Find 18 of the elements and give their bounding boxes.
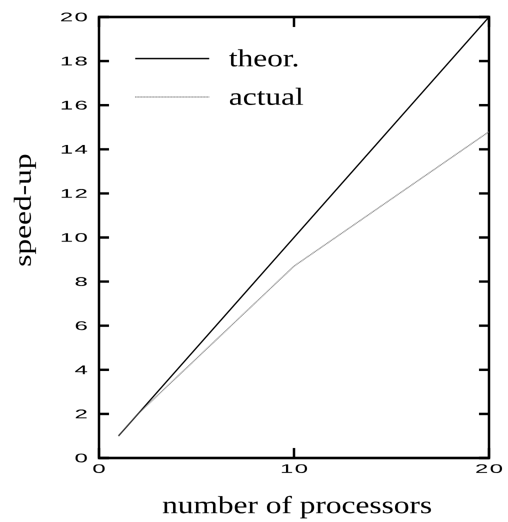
legend-label: theor.	[229, 49, 298, 67]
y-axis-title: speed-up	[14, 154, 36, 266]
x-tick-label: 0	[93, 464, 105, 474]
x-tick-label: 10	[282, 464, 308, 474]
x-axis-title: number of processors	[162, 496, 431, 518]
y-tick-label: 18	[62, 56, 87, 66]
y-tick-label: 10	[62, 233, 87, 242]
y-tick-label: 16	[62, 100, 87, 110]
y-tick-label: 6	[76, 321, 87, 330]
y-tick-label: 20	[61, 12, 87, 22]
y-tick-label: 14	[62, 145, 88, 154]
legend-label: actual	[230, 88, 304, 106]
y-tick-label: 12	[62, 189, 87, 198]
x-tick-label: 20	[476, 464, 502, 474]
y-tick-label: 0	[76, 454, 87, 462]
y-tick-label: 8	[76, 277, 87, 286]
y-tick-label: 4	[75, 366, 88, 374]
y-tick-label: 2	[76, 410, 87, 418]
